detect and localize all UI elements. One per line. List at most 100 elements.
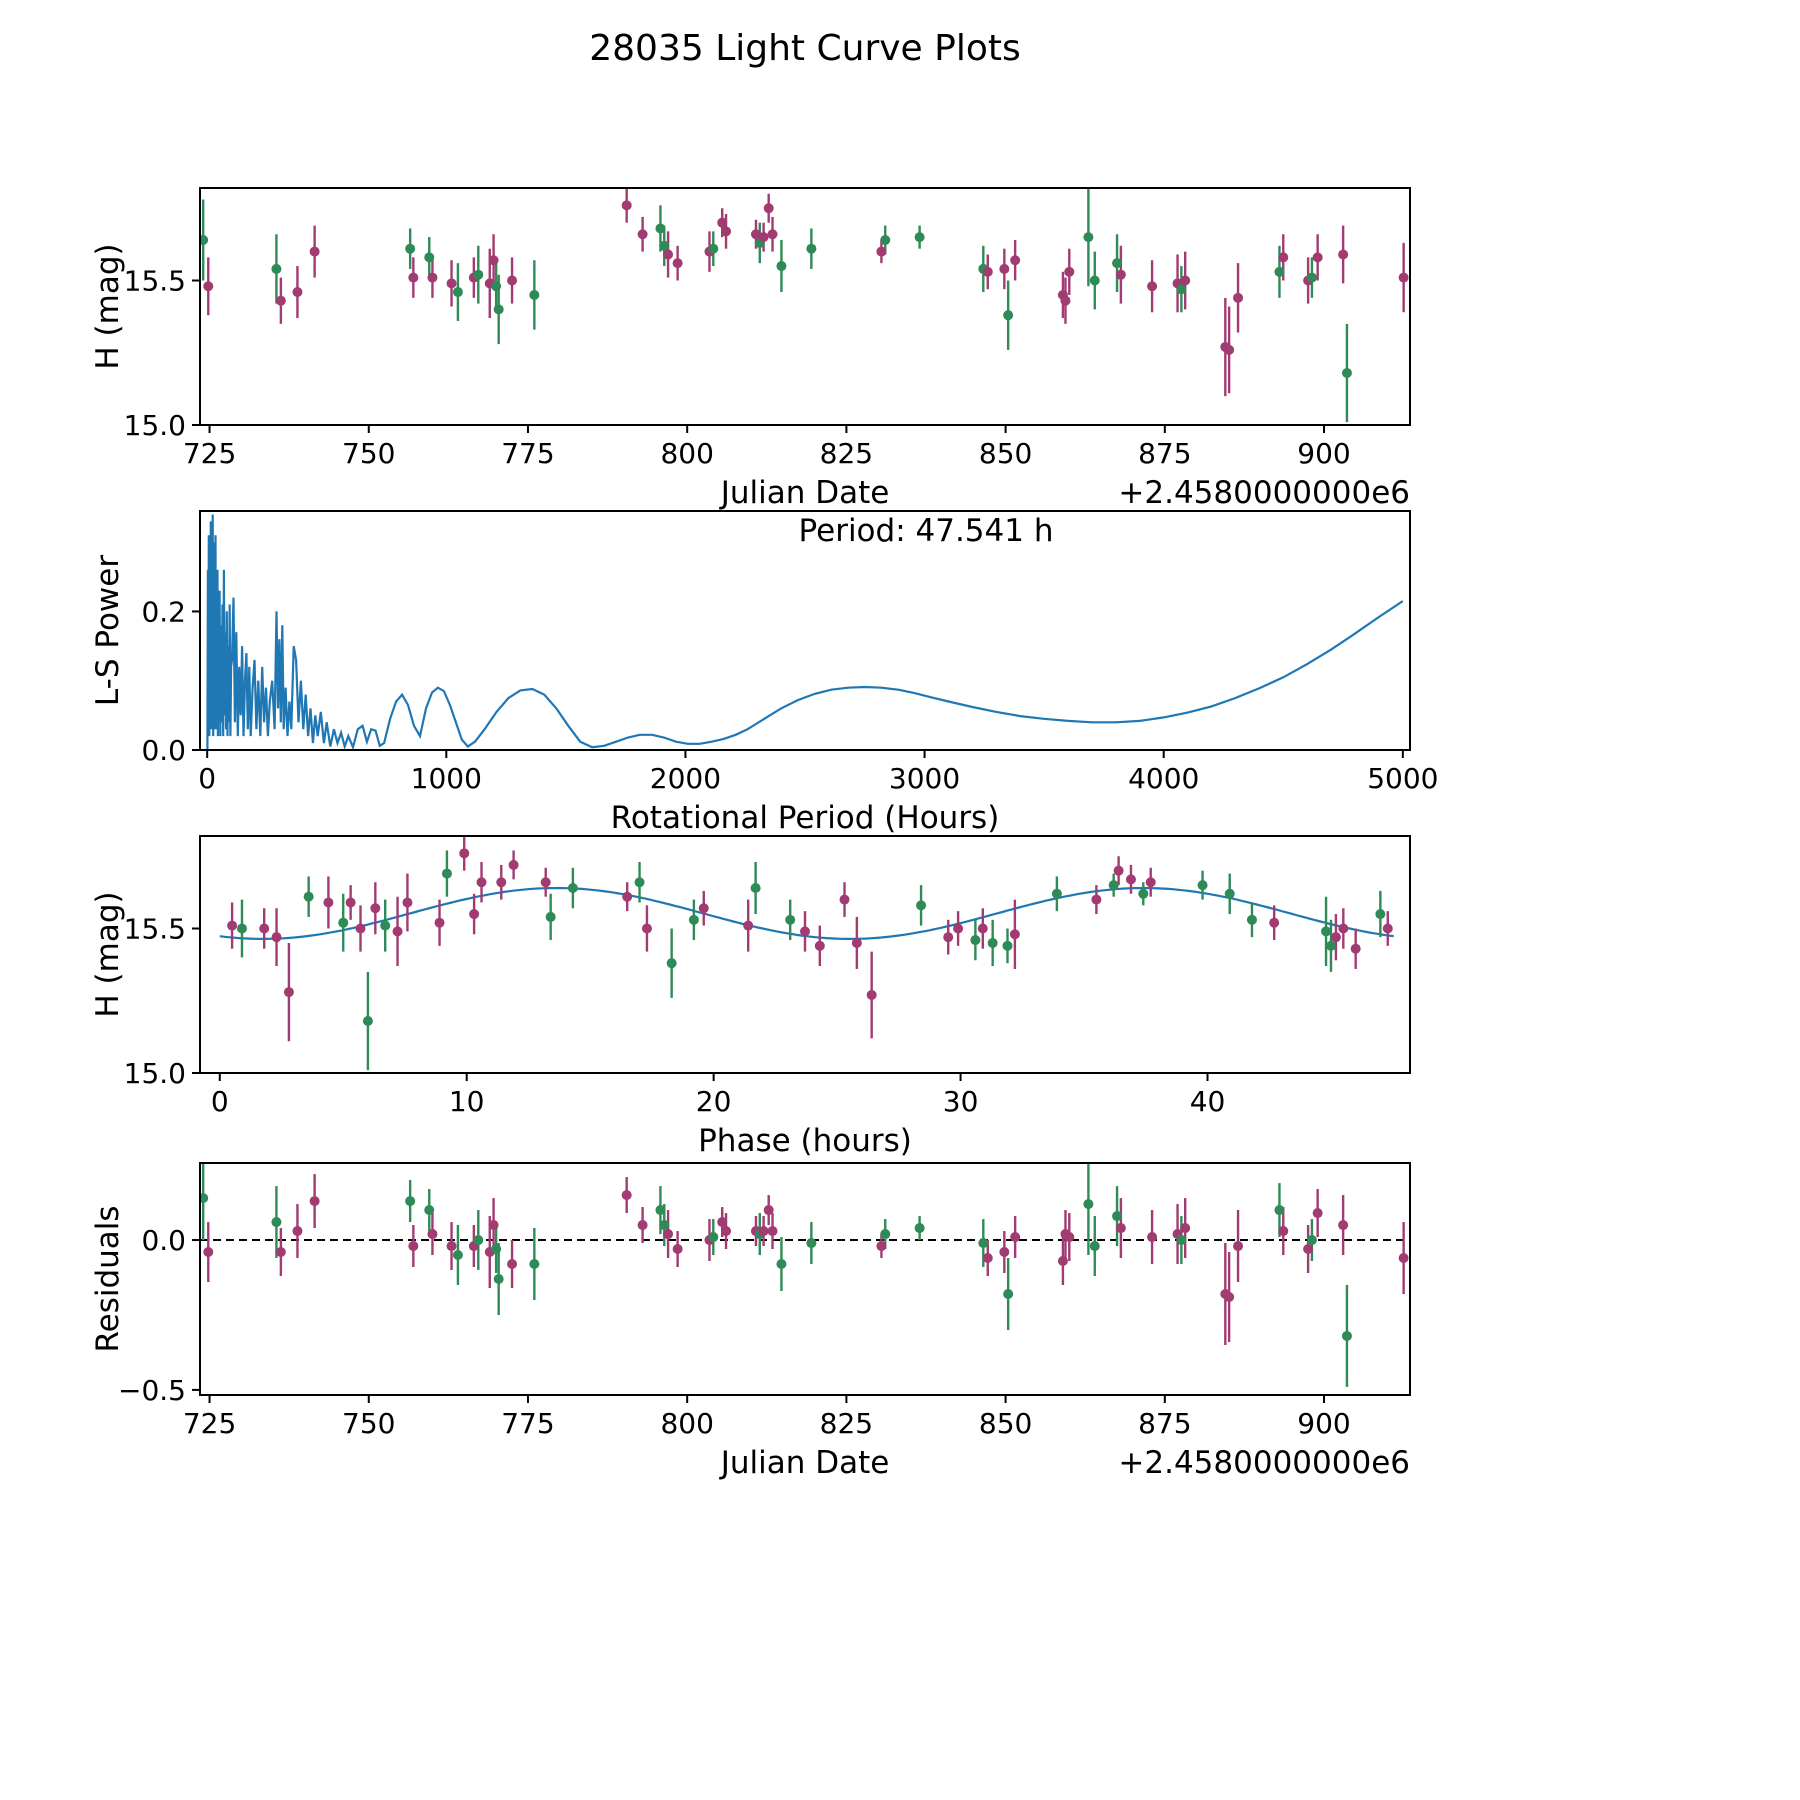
data-point	[303, 891, 314, 902]
data-point	[1115, 269, 1126, 280]
x-tick-label: 0	[198, 762, 216, 795]
data-point	[1312, 252, 1323, 263]
x-tick-label: 750	[342, 1407, 395, 1440]
data-point	[758, 232, 769, 243]
data-point	[507, 1259, 518, 1270]
axes-frame	[199, 1162, 1411, 1396]
data-point	[672, 258, 683, 269]
data-point	[1060, 295, 1071, 306]
x-tick-label: 850	[979, 1407, 1032, 1440]
data-point	[914, 232, 925, 243]
data-point	[708, 243, 719, 254]
data-point	[641, 923, 652, 934]
data-point	[1224, 344, 1235, 355]
x-tick-label: 40	[1190, 1085, 1226, 1118]
data-point	[1064, 266, 1075, 277]
periodogram-data	[206, 514, 1404, 750]
data-point	[663, 249, 674, 260]
data-point	[708, 1232, 719, 1243]
data-point	[473, 269, 484, 280]
x-tick-label: 775	[501, 1407, 554, 1440]
data-point	[688, 914, 699, 925]
data-point	[672, 1244, 683, 1255]
x-tick-label: 750	[342, 437, 395, 470]
data-point	[1089, 1241, 1100, 1252]
data-point	[434, 917, 445, 928]
data-point	[491, 1244, 502, 1255]
x-tick-label: 875	[1138, 1407, 1191, 1440]
data-point	[338, 917, 349, 928]
periodogram-curve	[206, 514, 1404, 750]
data-point	[916, 900, 927, 911]
data-point	[1325, 940, 1336, 951]
data-point	[275, 1247, 286, 1258]
data-point	[540, 877, 551, 888]
x-tick-label: 850	[979, 437, 1032, 470]
data-point	[405, 243, 416, 254]
data-point	[1145, 877, 1156, 888]
x-tick-label: 725	[183, 1407, 236, 1440]
data-point	[1312, 1208, 1323, 1219]
data-point	[259, 923, 270, 934]
residuals-data	[200, 1163, 1410, 1387]
y-tick-label: 15.0	[124, 1057, 186, 1090]
data-point	[814, 940, 825, 951]
data-point	[987, 937, 998, 948]
data-point	[408, 272, 419, 283]
data-point	[529, 289, 540, 300]
x-tick-label: 5000	[1367, 762, 1438, 795]
data-point	[1147, 1232, 1158, 1243]
x-tick-label: 1000	[411, 762, 482, 795]
data-point	[750, 229, 761, 240]
data-point	[529, 1259, 540, 1270]
data-point	[806, 1238, 817, 1249]
axes-frame	[199, 835, 1411, 1074]
axes-frame	[199, 187, 1411, 426]
x-tick-label: 0	[211, 1085, 229, 1118]
data-point	[839, 894, 850, 905]
data-point	[1176, 284, 1187, 295]
data-point	[1338, 249, 1349, 260]
data-point	[567, 883, 578, 894]
data-point	[999, 1247, 1010, 1258]
data-point	[698, 903, 709, 914]
data-point	[1002, 940, 1013, 951]
data-point	[203, 281, 214, 292]
phased-light-curve-data	[219, 836, 1394, 1071]
x-axis-offset-label: +2.4580000000e6	[1118, 1445, 1410, 1481]
data-point	[767, 1226, 778, 1237]
data-point	[488, 1220, 499, 1231]
x-tick-label: 30	[943, 1085, 979, 1118]
data-point	[491, 281, 502, 292]
data-point	[405, 1196, 416, 1207]
data-point	[469, 909, 480, 920]
data-point	[1010, 255, 1021, 266]
panel-periodogram: 0 1000 2000 3000 4000 5000 0.0 0.2 Rotational Pe…	[90, 510, 1438, 836]
panel-residuals: 725 750 775 800 825 850 875 900 −0.5 0.0 Julian Da…	[90, 1162, 1411, 1481]
data-point	[1350, 943, 1361, 954]
data-point	[1306, 1235, 1317, 1246]
data-point	[1274, 266, 1285, 277]
data-point	[743, 920, 754, 931]
data-point	[1278, 1226, 1289, 1237]
data-point	[1108, 880, 1119, 891]
data-point	[236, 923, 247, 934]
x-tick-label: 800	[660, 437, 713, 470]
data-point	[621, 200, 632, 211]
data-point	[621, 1190, 632, 1201]
data-point	[943, 932, 954, 943]
model-curve	[219, 886, 1394, 941]
data-point	[545, 911, 556, 922]
data-point	[1176, 1235, 1187, 1246]
data-point	[1306, 272, 1317, 283]
data-point	[999, 263, 1010, 274]
data-point	[1303, 1244, 1314, 1255]
data-point	[292, 1226, 303, 1237]
data-point	[750, 883, 761, 894]
data-point	[1112, 258, 1123, 269]
data-point	[758, 1226, 769, 1237]
y-axis-label: Residuals	[90, 1205, 126, 1352]
y-tick-label: 0.2	[141, 595, 186, 628]
data-point	[452, 1250, 463, 1261]
